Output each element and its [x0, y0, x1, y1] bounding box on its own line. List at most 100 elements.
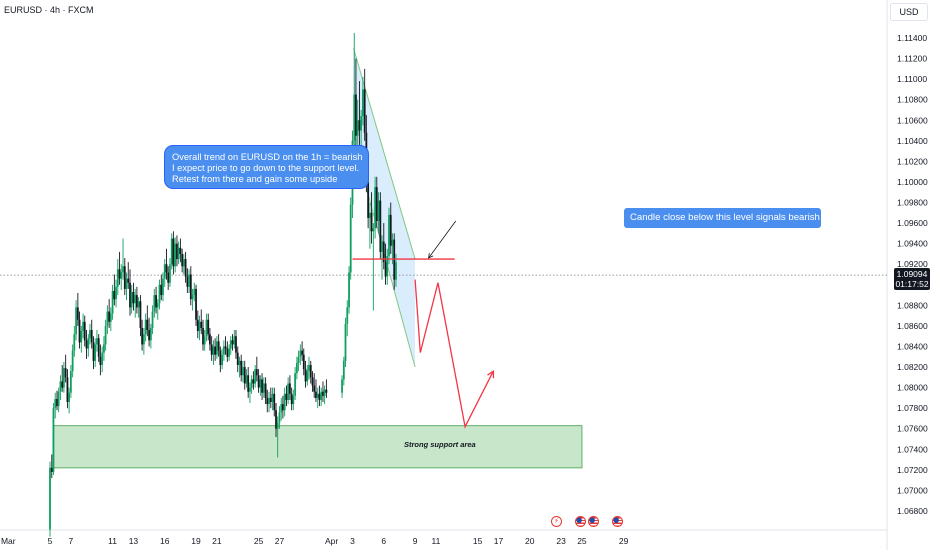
- candle-body: [127, 278, 130, 283]
- candle-note[interactable]: Candle close below this level signals be…: [624, 208, 821, 228]
- candle-body: [342, 360, 345, 380]
- price-tick-label: 1.08600: [897, 321, 928, 331]
- candle-body: [122, 266, 124, 273]
- candle-body: [94, 344, 97, 361]
- time-tick-label: 17: [494, 536, 504, 546]
- candle-body: [386, 255, 389, 277]
- candle-body: [153, 295, 156, 312]
- candle-body: [299, 350, 302, 357]
- candle-body: [353, 94, 356, 141]
- candle-body: [116, 269, 119, 287]
- time-tick-label: 27: [275, 536, 285, 546]
- price-tick-label: 1.10000: [897, 177, 928, 187]
- candle-body: [212, 346, 215, 355]
- candle-body: [209, 334, 211, 345]
- candle-body: [195, 288, 197, 320]
- candle-body: [92, 342, 95, 361]
- candle-body: [148, 330, 150, 341]
- candle-body: [139, 301, 142, 328]
- time-tick-label: 23: [556, 536, 566, 546]
- candle-body: [282, 404, 284, 411]
- candle-body: [304, 369, 307, 382]
- candle-body: [341, 379, 343, 393]
- candle-body: [381, 241, 383, 252]
- us-flag-icon[interactable]: [588, 516, 599, 527]
- candle-body: [255, 369, 258, 376]
- candle-body: [181, 253, 184, 267]
- candle-body: [149, 327, 152, 341]
- last-price-value: 1.09094: [896, 269, 928, 279]
- candle-body: [135, 295, 138, 308]
- symbol-label[interactable]: EURUSD · 4h · FXCM: [4, 5, 94, 15]
- candle-body: [250, 379, 253, 388]
- candle-body: [156, 303, 159, 308]
- support-zone: [52, 425, 583, 469]
- lightning-icon[interactable]: ⚡: [551, 516, 562, 527]
- candle-body: [184, 259, 187, 277]
- candle-body: [57, 391, 60, 407]
- candle-body: [130, 291, 133, 308]
- projection-path: [414, 279, 494, 429]
- candle-body: [391, 239, 394, 246]
- candle-body: [151, 311, 154, 328]
- candle-body: [252, 379, 255, 384]
- candle-body: [80, 331, 83, 343]
- time-tick-label: Apr: [325, 536, 338, 546]
- candle-body: [358, 120, 361, 131]
- candle-body: [315, 391, 317, 398]
- candle-body: [205, 319, 208, 337]
- candle-body: [318, 393, 321, 400]
- candle-body: [323, 389, 326, 396]
- candle-body: [196, 319, 199, 332]
- countdown-timer: 01:17:52: [895, 279, 929, 289]
- candle-body: [50, 467, 53, 472]
- trend-note[interactable]: Overall trend on EURUSD on the 1h = bear…: [164, 145, 369, 189]
- candle-body: [231, 340, 234, 345]
- us-flag-icon[interactable]: [575, 516, 586, 527]
- us-flag-icon[interactable]: [612, 516, 623, 527]
- currency-button[interactable]: USD: [890, 3, 928, 21]
- channel-fill: [353, 48, 416, 368]
- candle-body: [240, 360, 243, 376]
- candle-body: [229, 340, 232, 349]
- candle-body: [313, 385, 316, 392]
- candle-body: [309, 364, 312, 378]
- candle-body: [389, 214, 392, 246]
- candle-body: [219, 350, 222, 365]
- candle-body: [203, 336, 206, 345]
- candle-body: [224, 346, 227, 349]
- price-tick-label: 1.10200: [897, 156, 928, 166]
- candle-body: [137, 301, 140, 308]
- trend-note-line-1: Overall trend on EURUSD on the 1h = bear…: [172, 152, 363, 162]
- candle-body: [301, 350, 304, 355]
- candle-body: [167, 272, 170, 283]
- candle-body: [113, 290, 116, 300]
- candle-body: [191, 295, 194, 300]
- candle-body: [320, 391, 323, 400]
- candle-body: [311, 377, 314, 386]
- candle-body: [125, 278, 128, 289]
- candle-body: [90, 330, 93, 343]
- candle-body: [290, 393, 293, 405]
- time-tick-label: 6: [381, 536, 386, 546]
- candle-body: [96, 338, 98, 345]
- candle-body: [215, 341, 218, 355]
- trend-note-line-3: Retest from there and gain some upside: [172, 174, 338, 185]
- candle-body: [118, 269, 121, 279]
- time-tick-label: 5: [48, 536, 53, 546]
- candle-body: [370, 212, 373, 232]
- candle-body: [163, 264, 166, 279]
- candle-body: [49, 467, 51, 530]
- candle-body: [221, 354, 224, 365]
- candle-body: [344, 323, 347, 361]
- candle-body: [179, 247, 182, 254]
- price-tick-label: 1.08400: [897, 341, 928, 351]
- candle-body: [276, 422, 279, 429]
- candle-body: [82, 321, 84, 332]
- candle-body: [52, 408, 55, 472]
- candle-body: [236, 352, 239, 365]
- price-tick-label: 1.07600: [897, 424, 928, 434]
- price-tick-label: 1.10400: [897, 136, 928, 146]
